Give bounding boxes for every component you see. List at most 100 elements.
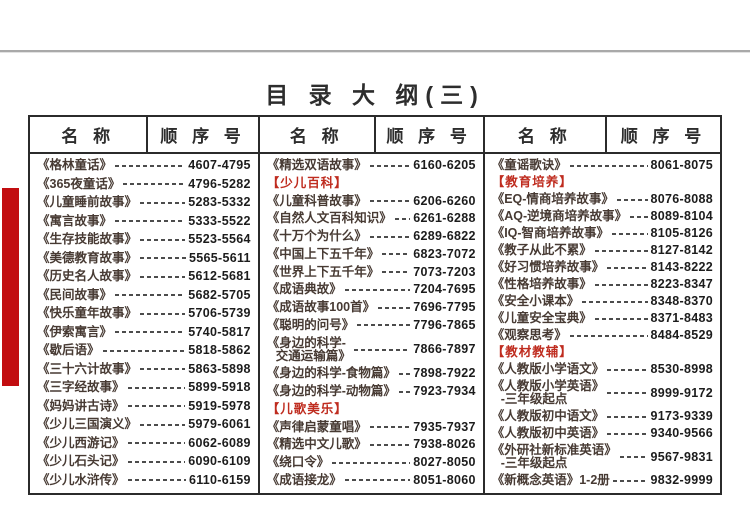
dash-leader bbox=[369, 443, 411, 446]
toc-entry-row: 《民间故事》 5682-5705 bbox=[37, 287, 251, 302]
dash-leader bbox=[394, 217, 411, 220]
entry-title: 《十万个为什么》 bbox=[266, 229, 367, 243]
entry-number-range: 6823-7072 bbox=[413, 246, 476, 261]
entry-number-range: 7935-7937 bbox=[413, 419, 476, 434]
dash-leader bbox=[140, 201, 186, 204]
entry-title: 《格林童话》 bbox=[37, 158, 113, 172]
entry-number-range: 5740-5817 bbox=[188, 324, 251, 339]
dash-leader bbox=[140, 275, 186, 278]
page-title: 目 录 大 纲(三) bbox=[265, 82, 485, 108]
toc-entry-row: 《儿童科普故事》 6206-6260 bbox=[267, 194, 476, 208]
entry-title: 《自然人文百科知识》 bbox=[266, 211, 392, 226]
entry-number-range: 6261-6288 bbox=[413, 211, 476, 226]
entry-title: 《寓言故事》 bbox=[37, 213, 113, 228]
toc-entry-row: 《声律启蒙童唱》 7935-7937 bbox=[267, 419, 476, 434]
entry-title: 《三十六计故事》 bbox=[37, 361, 138, 376]
dash-leader bbox=[594, 249, 648, 252]
dash-leader bbox=[398, 372, 411, 375]
toc-entry-row: 《观察思考》 8484-8529 bbox=[492, 329, 713, 342]
toc-entry-row: 《外研社新标准英语》 -三年级起点 9567-9831 bbox=[492, 444, 713, 470]
dash-leader bbox=[127, 479, 186, 482]
toc-entry-row: 《中国上下五千年》 6823-7072 bbox=[267, 246, 476, 261]
dash-leader bbox=[140, 238, 186, 241]
category-label: 【教育培养】 bbox=[491, 175, 573, 189]
toc-entry-row: 《寓言故事》 5333-5522 bbox=[37, 213, 251, 228]
entry-number-range: 5283-5332 bbox=[188, 195, 251, 210]
entry-number-range: 4796-5282 bbox=[188, 176, 251, 191]
dash-leader bbox=[140, 423, 186, 426]
entry-number-range: 6160-6205 bbox=[413, 158, 476, 172]
toc-entry-row: 《美德教育故事》 5565-5611 bbox=[37, 251, 251, 265]
entry-title: 《少儿西游记》 bbox=[37, 435, 125, 450]
entry-number-range: 5979-6061 bbox=[188, 417, 251, 432]
entry-title: 《AQ-逆境商培养故事》 bbox=[491, 209, 628, 223]
entry-number-range: 5682-5705 bbox=[188, 287, 251, 302]
dash-leader bbox=[398, 390, 411, 393]
toc-entry-row: 《身边的科学-食物篇》 7898-7922 bbox=[267, 367, 476, 380]
category-label: 【少儿百科】 bbox=[266, 175, 348, 190]
entry-number-range: 5706-5739 bbox=[188, 306, 251, 321]
dash-leader bbox=[619, 456, 648, 458]
dash-leader bbox=[357, 324, 411, 327]
dash-leader bbox=[607, 266, 648, 269]
toc-entry-row: 《精选中文儿歌》 7938-8026 bbox=[267, 438, 476, 451]
dash-leader bbox=[115, 220, 186, 223]
toc-entry-row: 《三十六计故事》 5863-5898 bbox=[37, 361, 251, 376]
toc-entry-row: 《童谣歌诀》 8061-8075 bbox=[492, 159, 713, 172]
dash-leader bbox=[140, 368, 186, 371]
entry-number-range: 7696-7795 bbox=[413, 300, 476, 314]
entry-title: 《精选中文儿歌》 bbox=[266, 437, 367, 452]
category-row: 【教材教辅】 bbox=[492, 346, 713, 359]
entry-title: 《EQ-情商培养故事》 bbox=[491, 192, 614, 206]
dash-leader bbox=[616, 198, 648, 201]
entry-number-range: 6090-6109 bbox=[188, 454, 251, 469]
toc-entry-row: 《少儿三国演义》 5979-6061 bbox=[37, 418, 251, 431]
entry-title: 《身边的科学- 交通运输篇》 bbox=[266, 335, 351, 363]
entry-number-range: 7898-7922 bbox=[413, 366, 476, 381]
dash-leader bbox=[102, 349, 186, 352]
entry-title: 《身边的科学-动物篇》 bbox=[266, 384, 396, 398]
dash-leader bbox=[630, 215, 648, 218]
toc-entry-row: 《少儿西游记》 6062-6089 bbox=[37, 435, 251, 450]
entry-number-range: 7938-8026 bbox=[413, 437, 476, 452]
toc-entry-row: 《歇后语》 5818-5862 bbox=[37, 344, 251, 357]
toc-entry-row: 《历史名人故事》 5612-5681 bbox=[37, 270, 251, 283]
entry-title: 《性格培养故事》 bbox=[491, 277, 592, 291]
category-row: 【教育培养】 bbox=[492, 176, 713, 189]
entry-number-range: 5818-5862 bbox=[188, 343, 251, 358]
entry-title: 《教子从此不累》 bbox=[491, 243, 592, 257]
entry-number-range: 5612-5681 bbox=[188, 269, 251, 284]
entry-title: 《观察思考》 bbox=[491, 328, 567, 342]
toc-entry-row: 《人教版小学英语》 -三年级起点 8999-9172 bbox=[492, 380, 713, 406]
dash-leader bbox=[594, 317, 648, 320]
toc-entry-row: 《成语典故》 7204-7695 bbox=[267, 283, 476, 296]
entry-number-range: 9173-9339 bbox=[650, 409, 713, 423]
category-label: 【教材教辅】 bbox=[491, 345, 573, 359]
entry-number-range: 9567-9831 bbox=[650, 449, 713, 464]
column-header-number: 顺 序 号 bbox=[620, 127, 707, 146]
entry-number-range: 8061-8075 bbox=[650, 158, 713, 172]
header-group-1: 名 称 顺 序 号 bbox=[30, 117, 260, 152]
entry-number-range: 8027-8050 bbox=[413, 455, 476, 469]
toc-entry-row: 《身边的科学-动物篇》 7923-7934 bbox=[267, 385, 476, 398]
dash-leader bbox=[582, 300, 648, 303]
entry-title: 《生存技能故事》 bbox=[37, 232, 138, 247]
entry-title: 《少儿石头记》 bbox=[37, 454, 125, 469]
entry-title: 《外研社新标准英语》 -三年级起点 bbox=[491, 443, 617, 470]
dash-leader bbox=[607, 432, 648, 435]
toc-entry-row: 《儿童睡前故事》 5283-5332 bbox=[37, 196, 251, 209]
entry-number-range: 7866-7897 bbox=[413, 342, 476, 356]
dash-leader bbox=[344, 479, 411, 482]
toc-entry-row: 《人教版初中语文》 9173-9339 bbox=[492, 410, 713, 423]
entry-title: 《新概念英语》1-2册 bbox=[491, 473, 610, 487]
toc-entry-row: 《生存技能故事》 5523-5564 bbox=[37, 233, 251, 246]
dash-leader bbox=[115, 164, 186, 167]
toc-table-header-row: 名 称 顺 序 号 名 称 顺 序 号 名 称 顺 序 号 bbox=[30, 117, 720, 154]
entry-title: 《人教版小学英语》 -三年级起点 bbox=[491, 379, 605, 406]
toc-entry-row: 《格林童话》 4607-4795 bbox=[37, 159, 251, 172]
entry-number-range: 8127-8142 bbox=[650, 243, 713, 257]
toc-entry-row: 《自然人文百科知识》 6261-6288 bbox=[267, 212, 476, 225]
toc-entry-row: 《教子从此不累》 8127-8142 bbox=[492, 244, 713, 257]
entry-number-range: 9832-9999 bbox=[650, 473, 713, 487]
entry-number-range: 8143-8222 bbox=[650, 260, 713, 274]
